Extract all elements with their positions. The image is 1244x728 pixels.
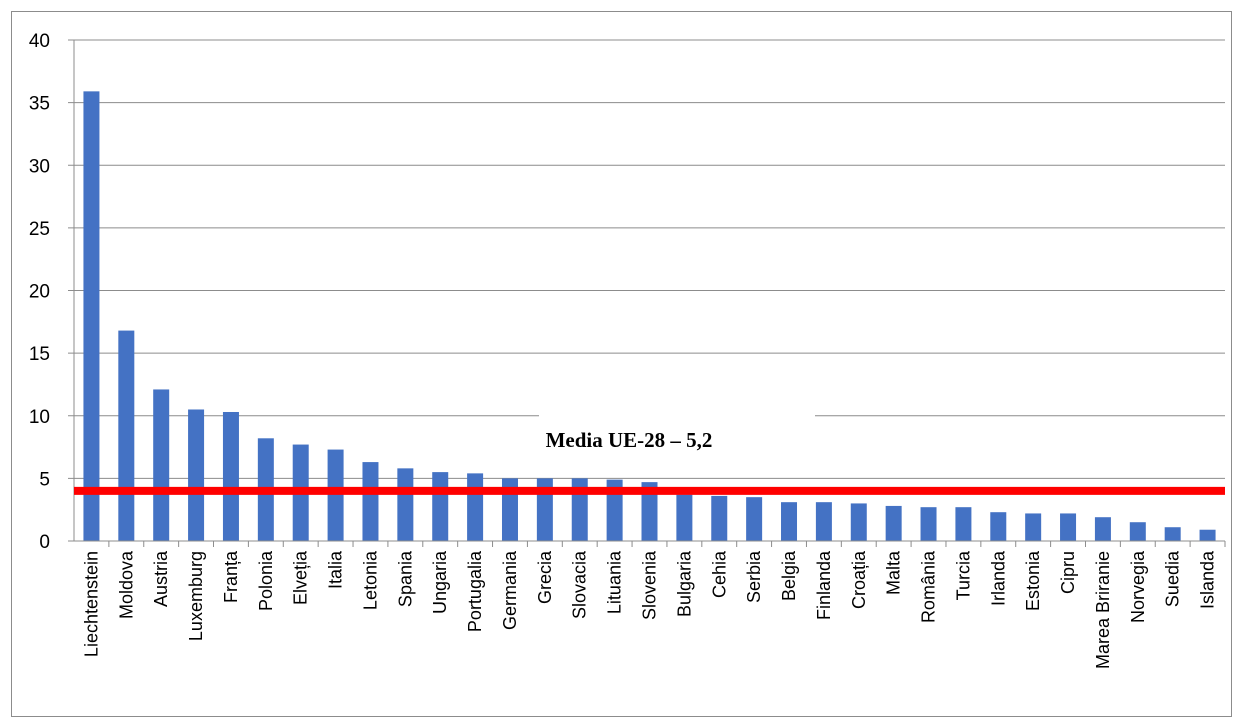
x-tick-label: Austria	[151, 550, 171, 607]
x-tick-label: Islanda	[1198, 550, 1218, 609]
chart-frame: 0 5 10 15 20 25 30 35 40 Liechtenstein Moldova Aus…	[11, 11, 1232, 717]
bar	[1164, 527, 1181, 541]
bar	[885, 505, 902, 541]
bar	[83, 91, 100, 541]
bar	[188, 409, 205, 541]
bar-chart: 0 5 10 15 20 25 30 35 40 Liechtenstein Moldova Aus…	[29, 31, 1226, 669]
category-labels: Liechtenstein Moldova Austria Luxemburg Fran…	[81, 541, 1226, 669]
x-tick-label: Cehia	[709, 550, 729, 598]
x-tick-label: Liechtenstein	[81, 551, 101, 657]
x-tick-label: Suedia	[1163, 550, 1183, 607]
y-tick-label: 35	[29, 94, 50, 115]
bar	[1060, 513, 1077, 541]
y-tick-label: 0	[39, 532, 50, 553]
x-tick-label: Turcia	[953, 550, 973, 600]
x-tick-label: Franța	[221, 550, 241, 603]
bar	[676, 494, 693, 541]
x-tick-label: Grecia	[535, 550, 555, 604]
bar	[153, 389, 170, 541]
bar	[432, 472, 449, 541]
y-tick-label: 30	[29, 156, 50, 177]
x-tick-label: Serbia	[744, 550, 764, 603]
bar	[362, 462, 379, 541]
x-tick-label: Norvegia	[1128, 550, 1148, 623]
x-tick-label: Malta	[884, 550, 904, 595]
y-tick-label: 10	[29, 407, 50, 428]
bar	[641, 482, 658, 541]
y-tick-label: 25	[29, 219, 50, 240]
x-tick-label: Letonia	[360, 550, 380, 610]
x-tick-label: Marea Briranie	[1093, 551, 1113, 669]
bar	[955, 507, 972, 541]
x-tick-label: Bulgaria	[674, 550, 694, 617]
x-tick-label: Slovenia	[640, 550, 660, 620]
x-tick-label: Elveția	[291, 550, 311, 605]
bar	[222, 411, 239, 541]
bar	[746, 497, 763, 541]
gridlines	[74, 39, 1225, 479]
annotation-background	[539, 411, 815, 469]
bar	[1129, 522, 1146, 541]
annotation-label: Media UE-28 – 5,2	[546, 428, 713, 452]
x-tick-label: Estonia	[1023, 550, 1043, 611]
bar	[850, 503, 867, 541]
x-tick-label: Polonia	[256, 550, 276, 611]
x-tick-label: Germania	[500, 550, 520, 630]
bar	[920, 507, 937, 541]
x-tick-label: Slovacia	[570, 550, 590, 619]
bar	[711, 495, 728, 541]
x-tick-label: Cipru	[1058, 551, 1078, 594]
bar	[1199, 529, 1216, 541]
x-tick-label: Croația	[849, 550, 869, 609]
bar	[1025, 513, 1042, 541]
x-tick-label: Luxemburg	[186, 551, 206, 641]
bars	[83, 91, 1216, 541]
bar	[327, 449, 344, 541]
y-axis-ticks: 0 5 10 15 20 25 30 35 40	[29, 31, 75, 553]
y-tick-label: 15	[29, 344, 50, 365]
bar	[815, 502, 832, 541]
x-tick-label: Belgia	[779, 550, 799, 601]
bar	[467, 473, 484, 541]
y-tick-label: 40	[29, 31, 50, 52]
x-tick-label: Portugalia	[465, 550, 485, 632]
y-tick-label: 20	[29, 282, 50, 303]
bar	[397, 468, 414, 541]
x-tick-label: Finlanda	[814, 550, 834, 620]
y-tick-label: 5	[39, 469, 50, 490]
bar	[118, 330, 135, 541]
x-tick-label: România	[919, 550, 939, 623]
bar	[781, 502, 798, 541]
x-tick-label: Irlanda	[988, 550, 1008, 606]
x-tick-label: Italia	[326, 550, 346, 589]
x-tick-label: Ungaria	[430, 550, 450, 614]
bar	[990, 512, 1007, 541]
x-tick-label: Lituania	[605, 550, 625, 614]
x-tick-label: Moldova	[116, 550, 136, 619]
x-tick-label: Spania	[395, 550, 415, 607]
bar	[1094, 517, 1111, 541]
bar	[606, 479, 623, 541]
